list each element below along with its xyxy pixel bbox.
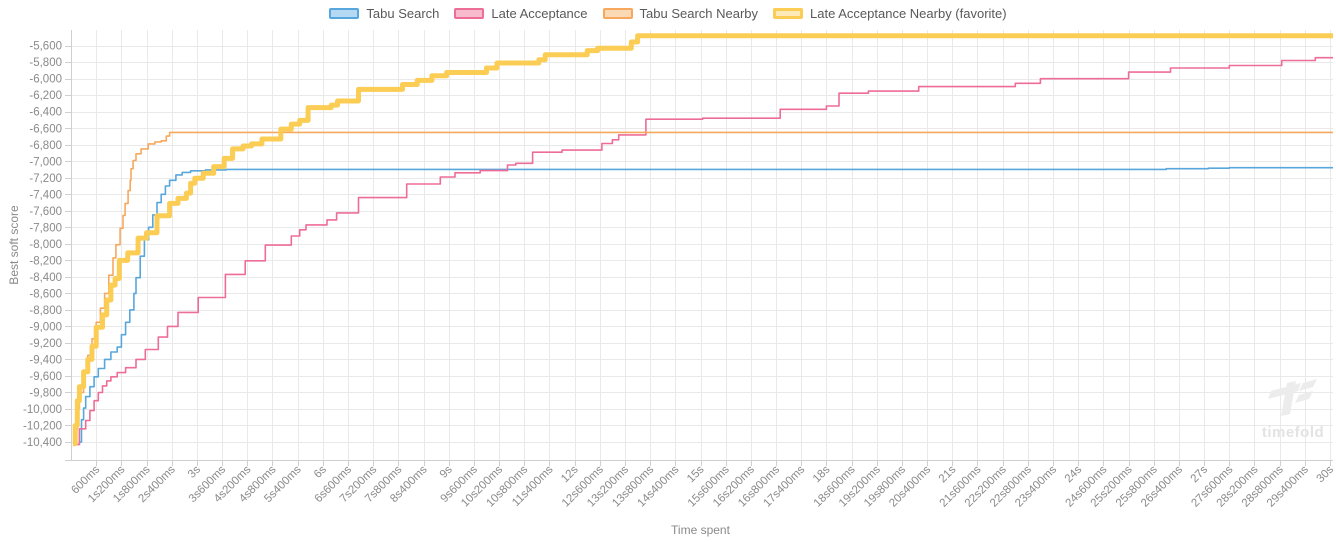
x-tick-label: 12s xyxy=(559,463,581,485)
legend-item-late-acceptance-nearby-favorite[interactable]: Late Acceptance Nearby (favorite) xyxy=(773,6,1007,21)
series-line-late-acceptance xyxy=(75,56,1333,446)
x-tick-label: 21s xyxy=(937,463,959,485)
series-line-late-acceptance-nearby-favorite xyxy=(72,33,1333,447)
y-tick-label: -8,000 xyxy=(29,239,62,251)
y-tick-label: -9,600 xyxy=(29,371,62,383)
legend-swatch-icon xyxy=(773,8,804,19)
y-tick-label: -8,400 xyxy=(29,272,62,284)
y-tick-label: -6,400 xyxy=(29,107,62,119)
y-tick-label: -10,200 xyxy=(23,420,62,432)
y-tick-label: -9,800 xyxy=(29,387,62,399)
legend-item-label: Tabu Search Nearby xyxy=(639,6,759,21)
series-line-tabu-search-nearby xyxy=(73,131,1333,446)
y-tick-label: -6,600 xyxy=(29,123,62,135)
x-tick-label: 18s xyxy=(811,463,833,485)
x-tick-label: 27s xyxy=(1189,463,1211,485)
legend-item-label: Late Acceptance xyxy=(491,6,588,21)
y-tick-label: -8,800 xyxy=(29,305,62,317)
y-tick-label: -9,000 xyxy=(29,321,62,333)
y-tick-label: -6,200 xyxy=(29,90,62,102)
y-tick-label: -9,400 xyxy=(29,354,62,366)
legend-swatch-icon xyxy=(602,8,633,19)
y-tick-label: -10,400 xyxy=(23,437,62,449)
y-tick-label: -8,600 xyxy=(29,288,62,300)
y-tick-label: -6,000 xyxy=(29,74,62,86)
y-tick-label: -5,800 xyxy=(29,57,62,69)
y-tick-label: -5,600 xyxy=(29,41,62,53)
y-tick-label: -10,000 xyxy=(23,404,62,416)
x-tick-label: 3s xyxy=(186,463,203,480)
gridlines xyxy=(71,30,1333,460)
legend-swatch-icon xyxy=(329,8,360,19)
y-tick-label: -9,200 xyxy=(29,338,62,350)
x-tick-label: 6s xyxy=(312,463,329,480)
x-tick-label: 24s xyxy=(1063,463,1085,485)
timefold-watermark: timefold xyxy=(1261,424,1325,441)
legend-item-label: Late Acceptance Nearby (favorite) xyxy=(810,6,1007,21)
legend-item-label: Tabu Search xyxy=(366,6,440,21)
y-tick-label: -7,800 xyxy=(29,222,62,234)
chart-legend: Tabu Search Late Acceptance Tabu Search Ne… xyxy=(0,6,1336,21)
legend-item-tabu-search[interactable]: Tabu Search xyxy=(329,6,439,21)
legend-swatch-icon xyxy=(454,8,485,19)
y-tick-label: -6,800 xyxy=(29,140,62,152)
x-tick-label: 15s xyxy=(685,463,707,485)
y-axis-title: Best soft score xyxy=(7,205,21,285)
x-tick-label: 9s xyxy=(438,463,455,480)
y-tick-label: -8,200 xyxy=(29,255,62,267)
y-tick-label: -7,400 xyxy=(29,189,62,201)
legend-item-late-acceptance[interactable]: Late Acceptance xyxy=(454,6,588,21)
series-line-tabu-search xyxy=(77,166,1333,446)
legend-item-tabu-search-nearby[interactable]: Tabu Search Nearby xyxy=(602,6,759,21)
y-tick-label: -7,000 xyxy=(29,156,62,168)
x-axis-title: Time spent xyxy=(671,523,730,537)
y-tick-label: -7,600 xyxy=(29,206,62,218)
x-tick-label: 30s xyxy=(1315,463,1336,485)
y-tick-labels: -5,600 -5,800 -6,000 -6,200 -6,400 -6,600 -6,8… xyxy=(23,41,62,449)
y-tick-label: -7,200 xyxy=(29,173,62,185)
axis-borders xyxy=(65,30,1333,466)
